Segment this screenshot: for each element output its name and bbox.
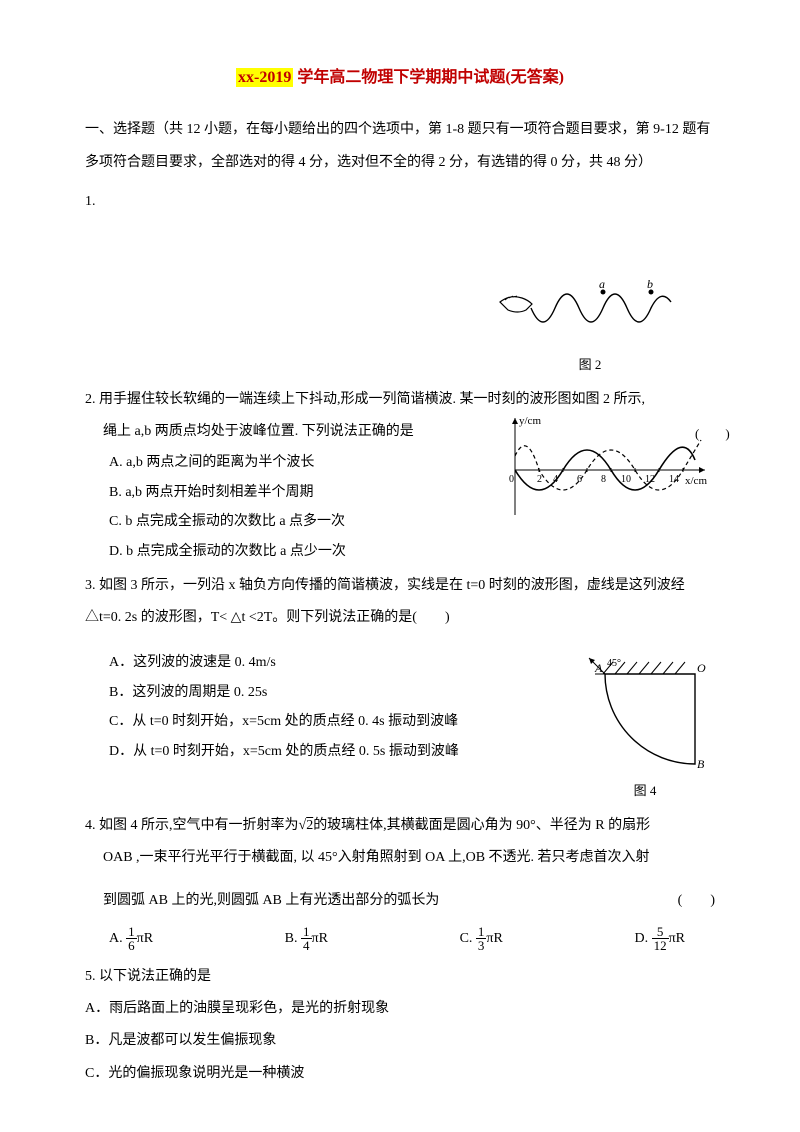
svg-text:a: a <box>599 278 605 291</box>
figure-2-caption: 图 2 <box>495 350 685 380</box>
prism-sector-icon: A O B 45° <box>575 654 715 774</box>
q4-paren: ( ) <box>678 885 715 917</box>
hand-wave-icon: a b <box>495 278 685 348</box>
svg-text:45°: 45° <box>607 658 621 669</box>
q3-option-d: D．从 t=0 时刻开始，x=5cm 处的质点经 0. 5s 振动到波峰 <box>109 737 575 766</box>
svg-text:8: 8 <box>601 474 606 485</box>
figure-4-caption: 图 4 <box>575 776 715 806</box>
q2-options: A. a,b 两点之间的距离为半个波长 B. a,b 两点开始时刻相差半个周期 … <box>109 448 491 566</box>
svg-text:6: 6 <box>577 474 582 485</box>
figure-3-wave-graph: y/cm x/cm 0 2 4 6 8 10 12 14 <box>495 410 715 555</box>
title-highlight: xx-2019 <box>236 68 293 87</box>
page-title: xx-2019 学年高二物理下学期期中试题(无答案) <box>85 60 715 97</box>
q4-stem-line2: OAB ,一束平行光平行于横截面, 以 45°入射角照射到 OA 上,OB 不透… <box>85 842 715 874</box>
q2-option-b: B. a,b 两点开始时刻相差半个周期 <box>109 478 491 507</box>
q5-option-a: A．雨后路面上的油膜呈现彩色，是光的折射现象 <box>85 993 715 1025</box>
svg-text:b: b <box>647 278 653 291</box>
title-rest: 学年高二物理下学期期中试题(无答案) <box>293 69 564 86</box>
q4-stem-1b: 的玻璃柱体,其横截面是圆心角为 90°、半径为 R 的扇形 <box>313 818 650 833</box>
svg-text:B: B <box>697 757 705 771</box>
question-2: 2. 用手握住较长软绳的一端连续上下抖动,形成一列简谐横波. 某一时刻的波形图如… <box>85 384 715 566</box>
q2-option-c: C. b 点完成全振动的次数比 a 点多一次 <box>109 507 491 536</box>
q4-stem-line3: 到圆弧 AB 上的光,则圆弧 AB 上有光透出部分的弧长为 <box>103 885 439 917</box>
ylabel: y/cm <box>519 415 541 427</box>
q4-option-b: B. 14πR <box>285 923 328 955</box>
question-3: 3. 如图 3 所示，一列沿 x 轴负方向传播的简谐横波，实线是在 t=0 时刻… <box>85 570 715 806</box>
wave-graph-icon: y/cm x/cm 0 2 4 6 8 10 12 14 <box>495 410 715 525</box>
q5-stem: 5. 以下说法正确的是 <box>85 961 715 993</box>
svg-text:12: 12 <box>645 474 655 485</box>
svg-text:0: 0 <box>509 474 514 485</box>
q2-option-d: D. b 点完成全振动的次数比 a 点少一次 <box>109 537 491 566</box>
q2-paren-right: ( ) <box>695 419 800 449</box>
q4-option-d: D. 512πR <box>634 923 685 955</box>
q4-option-a: A. 16πR <box>109 923 153 955</box>
q2-option-a: A. a,b 两点之间的距离为半个波长 <box>109 448 491 477</box>
q3-option-a: A．这列波的波速是 0. 4m/s <box>109 648 575 677</box>
svg-text:2: 2 <box>537 474 542 485</box>
q4-options: A. 16πR B. 14πR C. 13πR D. 512πR <box>109 923 685 955</box>
sqrt2: √2 <box>299 818 314 833</box>
q4-stem-1a: 4. 如图 4 所示,空气中有一折射率为 <box>85 818 299 833</box>
q4-stem-line1: 4. 如图 4 所示,空气中有一折射率为√2的玻璃柱体,其横截面是圆心角为 90… <box>85 810 715 842</box>
question-1: 1. a b 图 2 <box>85 186 715 380</box>
question-5: 5. 以下说法正确的是 A．雨后路面上的油膜呈现彩色，是光的折射现象 B．凡是波… <box>85 961 715 1090</box>
xlabel: x/cm <box>685 475 707 487</box>
q3-option-c: C．从 t=0 时刻开始，x=5cm 处的质点经 0. 4s 振动到波峰 <box>109 707 575 736</box>
exam-page: xx-2019 学年高二物理下学期期中试题(无答案) 一、选择题（共 12 小题… <box>0 0 800 1130</box>
svg-text:O: O <box>697 661 706 675</box>
question-4: 4. 如图 4 所示,空气中有一折射率为√2的玻璃柱体,其横截面是圆心角为 90… <box>85 810 715 955</box>
svg-text:14: 14 <box>669 474 679 485</box>
q3-stem: 3. 如图 3 所示，一列沿 x 轴负方向传播的简谐横波，实线是在 t=0 时刻… <box>85 570 715 634</box>
figure-4: A O B 45° 图 4 <box>575 654 715 806</box>
q2-stem-line2: 绳上 a,b 两质点均处于波峰位置. 下列说法正确的是 <box>103 416 414 448</box>
svg-text:10: 10 <box>621 474 631 485</box>
section-instructions: 一、选择题（共 12 小题，在每小题给出的四个选项中，第 1-8 题只有一项符合… <box>85 113 715 180</box>
q4-option-c: C. 13πR <box>460 923 503 955</box>
figure-2: a b 图 2 <box>495 278 685 380</box>
q1-label: 1. <box>85 186 715 218</box>
q5-option-c: C．光的偏振现象说明光是一种横波 <box>85 1058 715 1090</box>
q3-options: A．这列波的波速是 0. 4m/s B．这列波的周期是 0. 25s C．从 t… <box>109 648 575 766</box>
q3-option-b: B．这列波的周期是 0. 25s <box>109 678 575 707</box>
q5-option-b: B．凡是波都可以发生偏振现象 <box>85 1025 715 1057</box>
